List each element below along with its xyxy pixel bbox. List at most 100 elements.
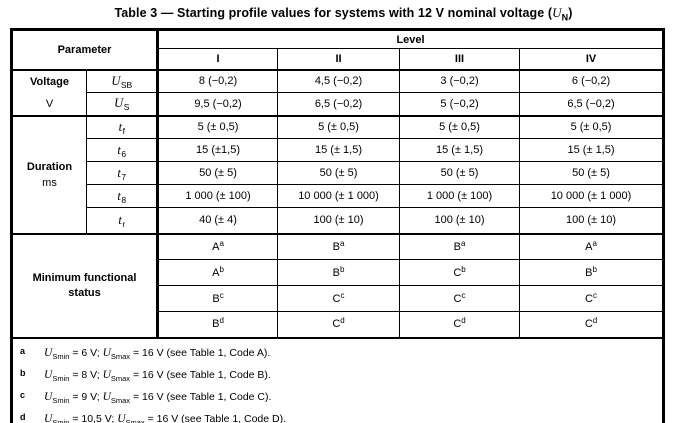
symbol-u: U bbox=[102, 346, 111, 359]
footnote-text: = 6 V; bbox=[69, 346, 103, 359]
status-row-c: Bc Cc Cc Cc bbox=[12, 285, 665, 312]
status-cell: Cc bbox=[519, 285, 665, 312]
status-footnote-ref: a bbox=[339, 238, 345, 248]
status-value: A bbox=[212, 266, 220, 279]
starting-profile-table: Parameter Level I II III IV Voltage V US… bbox=[10, 28, 666, 423]
symbol-u-sub: S bbox=[123, 102, 130, 113]
status-value: B bbox=[332, 266, 340, 279]
duration-row-tf: Duration ms tf 5 (± 0,5) 5 (± 0,5) 5 (± … bbox=[11, 114, 665, 234]
value-cell: 10 000 (± 1 000) bbox=[519, 184, 665, 208]
status-cell: Bb bbox=[519, 259, 665, 286]
footnote-marker: a bbox=[20, 345, 26, 356]
status-value: C bbox=[585, 292, 593, 305]
footnote-text: = 10,5 V; bbox=[69, 412, 118, 423]
status-footnote-ref: b bbox=[339, 264, 345, 274]
footnote-d: d USmin = 10,5 V; USmax = 16 V (see Table… bbox=[13, 410, 658, 423]
table-caption-close: ) bbox=[568, 6, 573, 20]
status-footnote-ref: b bbox=[592, 264, 597, 274]
symbol-u-sub: Smax bbox=[125, 417, 145, 423]
footnote-a: a USmin = 6 V; USmax = 16 V (see Table 1,… bbox=[13, 344, 658, 366]
level-col-header-4: IV bbox=[519, 48, 665, 70]
footnote-marker: b bbox=[20, 367, 26, 378]
status-cell: Cd bbox=[277, 311, 401, 338]
symbol-u: U bbox=[44, 368, 53, 381]
status-footnote-ref: c bbox=[219, 290, 224, 300]
table-caption-text: Table 3 — Starting profile values for sy… bbox=[114, 6, 553, 20]
value-cell: 6,5 (−0,2) bbox=[519, 92, 665, 116]
status-value: B bbox=[453, 240, 461, 253]
status-group-cell: Minimum functional status bbox=[10, 232, 159, 338]
value-cell: 15 (± 1,5) bbox=[519, 138, 665, 162]
param-symbol-t6: t6 bbox=[85, 138, 159, 162]
status-value: C bbox=[332, 292, 341, 305]
value-cell: 8 (−0,2) bbox=[156, 68, 279, 93]
status-row-a: Minimum functional status Aa Ba Ba Aa bbox=[10, 232, 665, 338]
status-value: B bbox=[212, 318, 220, 331]
symbol-u-sub: SB bbox=[120, 79, 133, 90]
status-value: A bbox=[212, 240, 220, 253]
param-symbol-t8: t8 bbox=[85, 184, 159, 208]
value-cell: 5 (± 0,5) bbox=[277, 114, 401, 139]
caption-symbol-sub: N bbox=[561, 12, 569, 23]
status-footnote-ref: d bbox=[461, 316, 466, 326]
symbol-t: t bbox=[118, 212, 122, 227]
level-header-cell: Level bbox=[156, 29, 665, 49]
duration-row-t7: t7 50 (± 5) 50 (± 5) 50 (± 5) 50 (± 5) bbox=[12, 161, 665, 185]
symbol-t: t bbox=[117, 165, 121, 180]
status-cell: Aa bbox=[156, 232, 279, 260]
status-cell: Cc bbox=[399, 285, 521, 312]
footnote-b: b USmin = 8 V; USmax = 16 V (see Table 1,… bbox=[13, 366, 658, 388]
value-cell: 50 (± 5) bbox=[399, 161, 521, 185]
status-cell: Bb bbox=[277, 259, 401, 286]
symbol-t-sub: 6 bbox=[121, 148, 127, 159]
symbol-t-sub: f bbox=[122, 125, 125, 136]
status-value: C bbox=[453, 292, 462, 305]
symbol-u-sub: Smax bbox=[110, 373, 131, 383]
status-cell: Cc bbox=[277, 285, 401, 312]
symbol-u-sub: Smin bbox=[52, 351, 70, 361]
status-footnote-ref: d bbox=[592, 316, 598, 326]
value-cell: 4,5 (−0,2) bbox=[277, 68, 401, 93]
footnote-marker: d bbox=[20, 411, 26, 422]
footnote-text: = 9 V; bbox=[69, 390, 103, 403]
value-cell: 5 (± 0,5) bbox=[156, 114, 279, 139]
footnote-c: c USmin = 9 V; USmax = 16 V (see Table 1,… bbox=[13, 388, 658, 410]
status-value: B bbox=[212, 292, 220, 305]
value-cell: 9,5 (−0,2) bbox=[156, 92, 279, 116]
symbol-u: U bbox=[117, 412, 126, 423]
symbol-u-sub: Smin bbox=[52, 417, 70, 423]
status-cell: Cd bbox=[519, 311, 665, 338]
value-cell: 40 (± 4) bbox=[156, 207, 279, 234]
symbol-u: U bbox=[44, 346, 53, 359]
symbol-u-sub: Smax bbox=[110, 395, 131, 405]
value-cell: 15 (±1,5) bbox=[156, 138, 279, 162]
value-cell: 5 (± 0,5) bbox=[399, 114, 521, 139]
symbol-t-sub: 7 bbox=[121, 171, 127, 182]
status-footnote-ref: a bbox=[460, 238, 466, 248]
value-cell: 10 000 (± 1 000) bbox=[277, 184, 401, 208]
level-col-header-1: I bbox=[156, 48, 279, 70]
status-cell: Cb bbox=[399, 259, 521, 286]
symbol-t: t bbox=[118, 119, 123, 134]
status-footnote-ref: b bbox=[219, 264, 224, 274]
symbol-u-sub: Smin bbox=[52, 395, 70, 405]
status-cell: Aa bbox=[519, 232, 665, 260]
value-cell: 3 (−0,2) bbox=[399, 68, 521, 93]
value-cell: 5 (± 0,5) bbox=[519, 114, 665, 139]
value-cell: 6,5 (−0,2) bbox=[277, 92, 401, 116]
status-value: C bbox=[453, 318, 462, 331]
status-value: B bbox=[585, 266, 593, 279]
status-value: C bbox=[332, 318, 341, 331]
duration-row-tr: tr 40 (± 4) 100 (± 10) 100 (± 10) 100 (±… bbox=[12, 207, 665, 234]
footnotes-row: a USmin = 6 V; USmax = 16 V (see Table 1,… bbox=[10, 336, 665, 423]
status-cell: Ba bbox=[399, 232, 521, 260]
header-row-1: Parameter Level bbox=[10, 29, 665, 70]
symbol-u: U bbox=[44, 390, 53, 403]
voltage-row-usb: Voltage V USB 8 (−0,2) 4,5 (−0,2) 3 (−0,… bbox=[11, 68, 665, 116]
value-cell: 50 (± 5) bbox=[519, 161, 665, 185]
status-group-label-line2: status bbox=[68, 286, 101, 299]
symbol-t-sub: r bbox=[122, 218, 126, 229]
duration-row-t6: t6 15 (±1,5) 15 (± 1,5) 15 (± 1,5) 15 (±… bbox=[12, 138, 665, 162]
param-symbol-usb: USB bbox=[85, 68, 159, 93]
symbol-u: U bbox=[44, 412, 53, 423]
